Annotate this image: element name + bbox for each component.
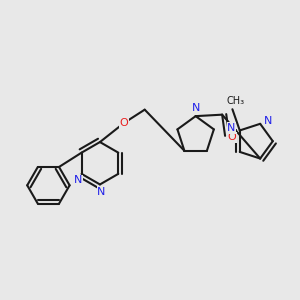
Text: N: N <box>74 175 82 185</box>
Text: N: N <box>227 123 236 133</box>
Text: O: O <box>120 118 128 128</box>
Text: N: N <box>264 116 273 126</box>
Text: N: N <box>191 103 200 113</box>
Text: N: N <box>97 187 106 197</box>
Text: O: O <box>227 132 236 142</box>
Text: CH₃: CH₃ <box>227 96 245 106</box>
